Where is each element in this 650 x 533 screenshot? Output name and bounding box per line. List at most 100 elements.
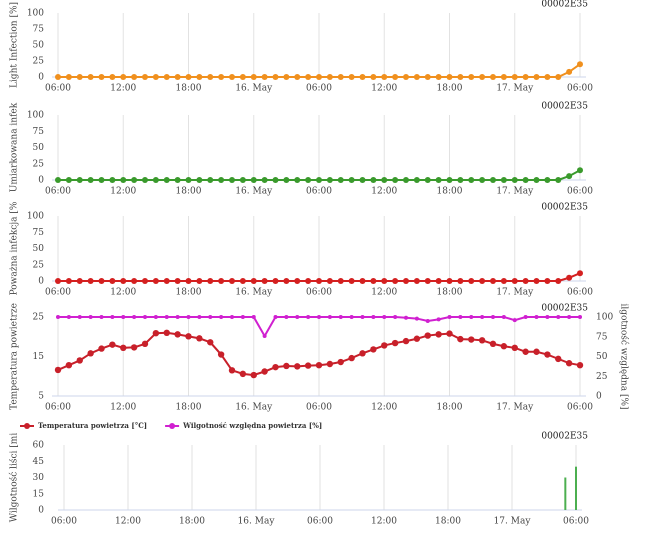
x-tick-label: 17. May: [496, 84, 534, 94]
data-point: [240, 315, 245, 319]
data-point: [55, 278, 61, 284]
data-point: [239, 370, 247, 378]
data-point: [304, 362, 312, 369]
data-point: [250, 371, 257, 379]
data-point: [163, 74, 170, 80]
data-point: [457, 335, 464, 343]
data-point: [337, 177, 344, 183]
data-point: [577, 61, 583, 68]
data-point: [413, 335, 421, 342]
data-point: [577, 270, 583, 277]
data-point: [185, 278, 192, 284]
data-point: [446, 177, 453, 183]
x-tick-label: 16. May: [238, 517, 276, 527]
x-tick-label: 12:00: [110, 84, 136, 94]
y-tick-label: 25: [33, 313, 45, 323]
y-tick-label: 75: [33, 127, 45, 137]
data-point: [196, 335, 203, 342]
data-point: [316, 278, 322, 284]
data-point: [315, 361, 323, 369]
data-point: [239, 74, 246, 80]
y-tick-label: 50: [33, 41, 45, 51]
data-point: [87, 74, 94, 80]
data-point: [185, 74, 192, 80]
y2-tick-label: 25: [596, 372, 608, 382]
data-point: [501, 315, 506, 319]
data-point: [55, 74, 61, 80]
data-point: [468, 278, 475, 284]
data-point: [392, 74, 399, 80]
data-point: [370, 346, 377, 353]
x-tick-label: 06:00: [306, 187, 332, 197]
data-point: [284, 315, 289, 319]
data-point: [533, 278, 540, 284]
data-point: [120, 344, 127, 352]
data-point: [208, 315, 213, 319]
x-tick-label: 12:00: [110, 403, 136, 413]
data-point: [446, 74, 453, 80]
data-point: [87, 177, 94, 183]
data-point: [130, 344, 138, 351]
data-point: [175, 315, 180, 319]
data-point: [523, 315, 528, 319]
data-point: [294, 74, 301, 80]
data-point: [425, 318, 430, 323]
data-point: [490, 177, 496, 183]
data-point: [76, 74, 83, 80]
data-point: [65, 361, 73, 369]
data-point: [163, 329, 170, 336]
data-point: [239, 278, 246, 284]
data-point: [402, 337, 410, 345]
data-point: [370, 74, 377, 80]
legend-marker: [169, 423, 176, 429]
data-point: [152, 329, 160, 337]
data-point: [512, 318, 517, 323]
data-point: [490, 278, 496, 284]
data-point: [326, 278, 333, 284]
data-point: [316, 74, 322, 80]
data-point: [305, 278, 312, 284]
data-point: [152, 177, 159, 183]
data-point: [359, 177, 366, 183]
data-point: [478, 337, 486, 344]
x-tick-label: 18:00: [176, 187, 202, 197]
data-point: [56, 315, 60, 319]
data-point: [261, 278, 268, 284]
y-axis-title: Wilgotność liści [mi: [9, 433, 20, 523]
data-point: [566, 68, 573, 75]
data-point: [491, 315, 495, 319]
legend-entry[interactable]: Temperatura powietrza [°C]: [38, 421, 147, 430]
data-point: [413, 177, 420, 183]
x-tick-label: 18:00: [179, 517, 205, 527]
data-point: [500, 343, 508, 350]
data-point: [522, 74, 529, 80]
data-point: [337, 358, 344, 366]
data-point: [294, 278, 301, 284]
x-tick-label: 06:00: [45, 288, 71, 298]
data-point: [273, 315, 278, 319]
data-point: [109, 278, 116, 284]
data-point: [163, 177, 170, 183]
x-tick-label: 17. May: [496, 187, 534, 197]
data-point: [207, 74, 214, 80]
data-point: [469, 315, 474, 319]
x-tick-label: 06:00: [563, 517, 589, 527]
data-point: [131, 177, 138, 183]
y2-axis-title: ilgotność względna [%]: [619, 303, 630, 409]
data-point: [295, 315, 300, 319]
x-tick-label: 06:00: [45, 84, 71, 94]
x-tick-label: 12:00: [371, 517, 397, 527]
data-point: [500, 74, 507, 80]
data-point: [98, 177, 105, 183]
legend-entry[interactable]: Wilgotność względna powietrza [%]: [182, 421, 322, 430]
data-point: [230, 315, 234, 319]
x-tick-label: 06:00: [306, 403, 332, 413]
data-point: [272, 177, 279, 183]
x-tick-label: 12:00: [110, 187, 136, 197]
x-tick-label: 12:00: [371, 288, 397, 298]
data-point: [348, 177, 355, 183]
y-tick-label: 75: [33, 25, 45, 35]
chart-subtitle: 00002E35: [541, 304, 588, 314]
data-point: [326, 74, 333, 80]
x-tick-label: 06:00: [306, 84, 332, 94]
